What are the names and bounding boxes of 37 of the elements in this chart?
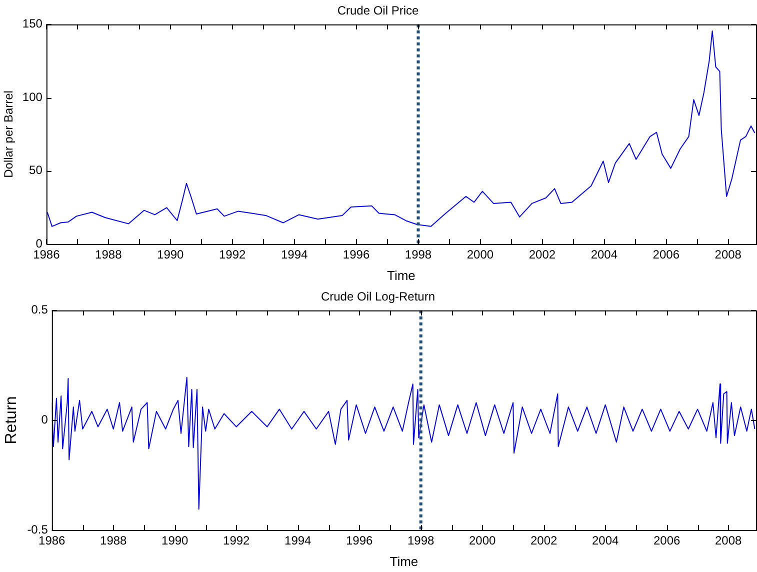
x-tick-label: 2006 bbox=[652, 248, 680, 262]
x-tick-label: 2006 bbox=[653, 534, 680, 548]
y-tick-label: -0.5 bbox=[27, 522, 48, 536]
x-tick-label: 2000 bbox=[468, 534, 496, 548]
x-tick-label: 2002 bbox=[530, 534, 558, 548]
x-tick-label: 2008 bbox=[714, 248, 742, 262]
x-tick-label: 2000 bbox=[466, 248, 494, 262]
chart-title: Crude Oil Price bbox=[337, 4, 420, 18]
x-tick-label: 2008 bbox=[714, 534, 742, 548]
y-tick-label: 0 bbox=[36, 236, 43, 250]
y-axis-title: Dollar per Barrel bbox=[2, 90, 16, 178]
x-tick-label: 1998 bbox=[408, 534, 435, 548]
x-tick-label: 2002 bbox=[528, 248, 556, 262]
x-axis-title: Time bbox=[390, 554, 418, 569]
y-tick-label: 100 bbox=[22, 90, 43, 104]
y-tick-label: 0.5 bbox=[31, 302, 48, 317]
x-tick-label: 1990 bbox=[157, 248, 184, 262]
x-tick-label: 1992 bbox=[218, 248, 246, 262]
chart-title: Crude Oil Log-Return bbox=[320, 290, 436, 304]
x-tick-label: 2004 bbox=[590, 248, 618, 262]
x-tick-label: 1996 bbox=[346, 534, 374, 548]
x-tick-label: 2004 bbox=[592, 534, 620, 548]
y-tick-label: 50 bbox=[29, 163, 43, 178]
x-tick-label: 1992 bbox=[223, 534, 250, 548]
x-tick-label: 1994 bbox=[284, 534, 312, 548]
x-tick-label: 1996 bbox=[342, 248, 370, 262]
x-axis-title: Time bbox=[387, 268, 416, 283]
x-tick-label: 1990 bbox=[162, 534, 189, 548]
y-axis-title: Return bbox=[3, 396, 20, 444]
x-tick-label: 1986 bbox=[38, 534, 66, 548]
y-tick-label: 150 bbox=[22, 16, 43, 31]
x-tick-label: 1998 bbox=[404, 248, 432, 262]
y-tick-label: 0 bbox=[41, 412, 48, 427]
x-tick-label: 1988 bbox=[100, 534, 128, 548]
x-tick-label: 1994 bbox=[280, 248, 308, 262]
x-tick-label: 1986 bbox=[33, 248, 60, 262]
x-tick-label: 1988 bbox=[95, 248, 122, 262]
